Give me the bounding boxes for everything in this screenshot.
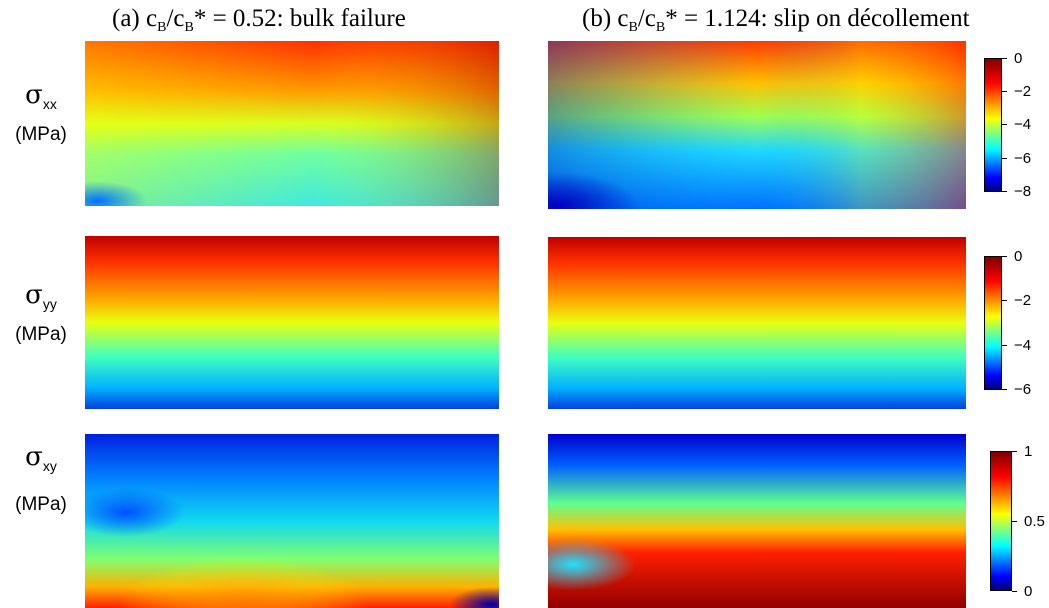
field-sxx-a bbox=[85, 41, 499, 206]
colorbar-sxx-tick: 0 bbox=[1001, 50, 1023, 67]
row-label-sigma-xy: σxy (MPa) bbox=[15, 442, 67, 515]
column-title-b: (b) cB/cB* = 1.124: slip on décollement bbox=[582, 5, 970, 35]
colorbar-sxx-tick: −8 bbox=[1001, 183, 1032, 200]
field-syy-a bbox=[85, 236, 499, 409]
colorbar-syy-tick: −6 bbox=[1001, 381, 1032, 398]
colorbar-syy-tick: −4 bbox=[1001, 337, 1032, 354]
colorbar-syy-tick: 0 bbox=[1001, 248, 1023, 265]
colorbar-syy-tick: −2 bbox=[1001, 292, 1032, 309]
colorbar-sxx-tick: −6 bbox=[1001, 150, 1032, 167]
colorbar-syy bbox=[984, 256, 1002, 390]
column-title-a: (a) cB/cB* = 0.52: bulk failure bbox=[112, 5, 406, 35]
colorbar-sxy bbox=[990, 451, 1012, 591]
colorbar-sxy-tick: 1 bbox=[1011, 443, 1033, 460]
colorbar-sxy-tick: 0 bbox=[1011, 583, 1033, 600]
colorbar-sxx-tick: −4 bbox=[1001, 116, 1032, 133]
field-sxy-a bbox=[85, 434, 499, 608]
field-sxx-b bbox=[548, 41, 966, 209]
row-label-sigma-yy: σyy (MPa) bbox=[15, 280, 67, 345]
field-syy-b bbox=[548, 237, 966, 409]
colorbar-sxx bbox=[984, 58, 1002, 192]
row-label-sigma-xx: σxx (MPa) bbox=[15, 80, 67, 145]
colorbar-sxx-tick: −2 bbox=[1001, 83, 1032, 100]
field-sxy-b bbox=[548, 434, 966, 608]
colorbar-sxy-tick: 0.5 bbox=[1012, 513, 1045, 530]
